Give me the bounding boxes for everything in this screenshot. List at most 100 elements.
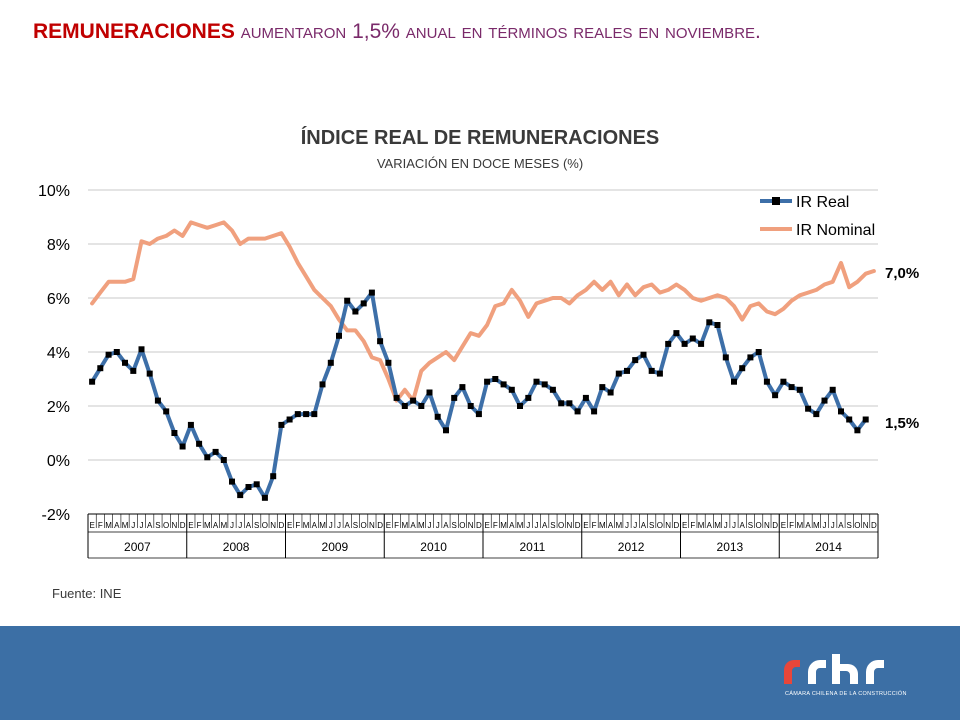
x-month-label: J — [131, 521, 135, 530]
x-month-label: A — [838, 521, 844, 530]
series-layer — [89, 220, 876, 501]
x-month-label: E — [781, 521, 786, 530]
data-point-ir-real — [253, 481, 260, 488]
x-month-label: F — [493, 521, 498, 530]
x-month-label: S — [550, 521, 555, 530]
x-month-label: E — [386, 521, 391, 530]
data-point-ir-real — [130, 367, 137, 374]
x-month-label: S — [649, 521, 654, 530]
data-point-ir-real — [229, 478, 235, 485]
data-point-ir-real — [377, 338, 384, 345]
data-point-ir-real — [665, 340, 672, 347]
x-month-label: O — [854, 521, 860, 530]
x-month-label: O — [361, 521, 367, 530]
x-month-label: A — [410, 521, 416, 530]
series-line-ir-nominal — [90, 220, 876, 403]
data-point-ir-real — [599, 384, 606, 391]
x-month-label: D — [575, 521, 581, 530]
data-point-ir-real — [640, 351, 647, 358]
line-chart: ÍNDICE REAL DE REMUNERACIONES VARIACIÓN … — [38, 126, 919, 601]
x-month-label: N — [863, 521, 869, 530]
data-point-ir-real — [360, 300, 367, 307]
y-tick-label: 4% — [47, 345, 70, 362]
data-point-ir-real — [739, 365, 746, 372]
data-point-ir-real — [171, 430, 178, 436]
data-point-ir-real — [319, 381, 326, 388]
x-month-label: J — [436, 521, 440, 530]
legend-item-ir-real: IR Real — [760, 194, 849, 211]
data-point-ir-real — [838, 408, 844, 415]
x-month-label: D — [278, 521, 284, 530]
legend-item-ir-nominal: IR Nominal — [760, 222, 875, 239]
y-tick-label: 8% — [47, 237, 70, 254]
data-point-ir-real — [698, 340, 705, 347]
data-point-ir-real — [484, 378, 491, 385]
x-month-label: A — [740, 521, 746, 530]
x-month-label: M — [698, 521, 705, 530]
data-point-ir-real — [294, 411, 301, 418]
data-point-ir-real — [204, 454, 211, 461]
x-month-label: A — [246, 521, 252, 530]
data-point-ir-real — [763, 378, 770, 385]
data-point-ir-real — [270, 473, 277, 480]
data-point-ir-real — [278, 421, 285, 428]
data-point-ir-real — [574, 408, 581, 415]
x-month-label: M — [204, 521, 211, 530]
data-point-ir-real — [237, 492, 244, 499]
data-point-ir-real — [105, 351, 112, 358]
x-month-label: N — [764, 521, 770, 530]
data-point-ir-real — [788, 384, 795, 391]
data-point-ir-real — [113, 349, 120, 355]
data-point-ir-real — [97, 365, 104, 372]
data-point-ir-real — [410, 397, 417, 404]
x-month-label: M — [401, 521, 408, 530]
x-month-label: O — [657, 521, 663, 530]
data-point-ir-real — [196, 440, 203, 447]
x-month-label: M — [517, 521, 524, 530]
data-point-ir-real — [286, 416, 293, 423]
x-month-label: M — [220, 521, 227, 530]
chart-title: ÍNDICE REAL DE REMUNERACIONES — [301, 126, 660, 149]
data-point-ir-real — [722, 354, 729, 361]
x-year-label: 2011 — [519, 540, 545, 554]
data-point-ir-real — [624, 367, 630, 374]
data-point-ir-real — [245, 484, 252, 490]
data-point-ir-real — [303, 411, 310, 418]
x-month-label: A — [805, 521, 811, 530]
data-point-ir-real — [500, 381, 507, 388]
data-point-ir-real — [805, 405, 812, 412]
y-tick-label: 2% — [47, 399, 70, 416]
x-month-label: A — [509, 521, 515, 530]
data-point-ir-real — [443, 427, 449, 434]
end-label-ir-real: 1,5% — [885, 415, 919, 432]
data-point-ir-real — [163, 408, 170, 415]
y-axis-ticks: 10% 8% 6% 4% 2% 0% -2% — [38, 183, 70, 524]
slide-title-rest: aumentaron 1,5% anual en términos reales… — [234, 20, 761, 43]
y-tick-label: 10% — [38, 183, 70, 200]
x-month-label: D — [673, 521, 679, 530]
data-point-ir-real — [656, 370, 663, 377]
legend: IR Real IR Nominal — [760, 194, 875, 239]
x-month-label: M — [813, 521, 820, 530]
data-point-ir-real — [780, 378, 787, 385]
data-point-ir-real — [459, 384, 466, 391]
x-month-label: F — [394, 521, 399, 530]
x-month-label: N — [567, 521, 573, 530]
data-point-ir-real — [475, 411, 482, 418]
x-month-label: J — [625, 521, 629, 530]
data-point-ir-real — [796, 386, 803, 393]
data-point-ir-real — [862, 416, 869, 423]
x-month-label: J — [230, 521, 234, 530]
x-month-label: A — [345, 521, 351, 530]
data-point-ir-real — [632, 357, 639, 364]
x-month-label: J — [831, 521, 835, 530]
data-point-ir-real — [533, 378, 540, 385]
x-month-label: M — [303, 521, 310, 530]
x-month-label: M — [796, 521, 803, 530]
x-month-label: D — [476, 521, 482, 530]
x-month-label: J — [337, 521, 341, 530]
x-month-label: S — [748, 521, 753, 530]
cchc-logo-icon — [784, 654, 884, 684]
data-point-ir-real — [344, 297, 351, 304]
data-point-ir-real — [154, 397, 161, 404]
